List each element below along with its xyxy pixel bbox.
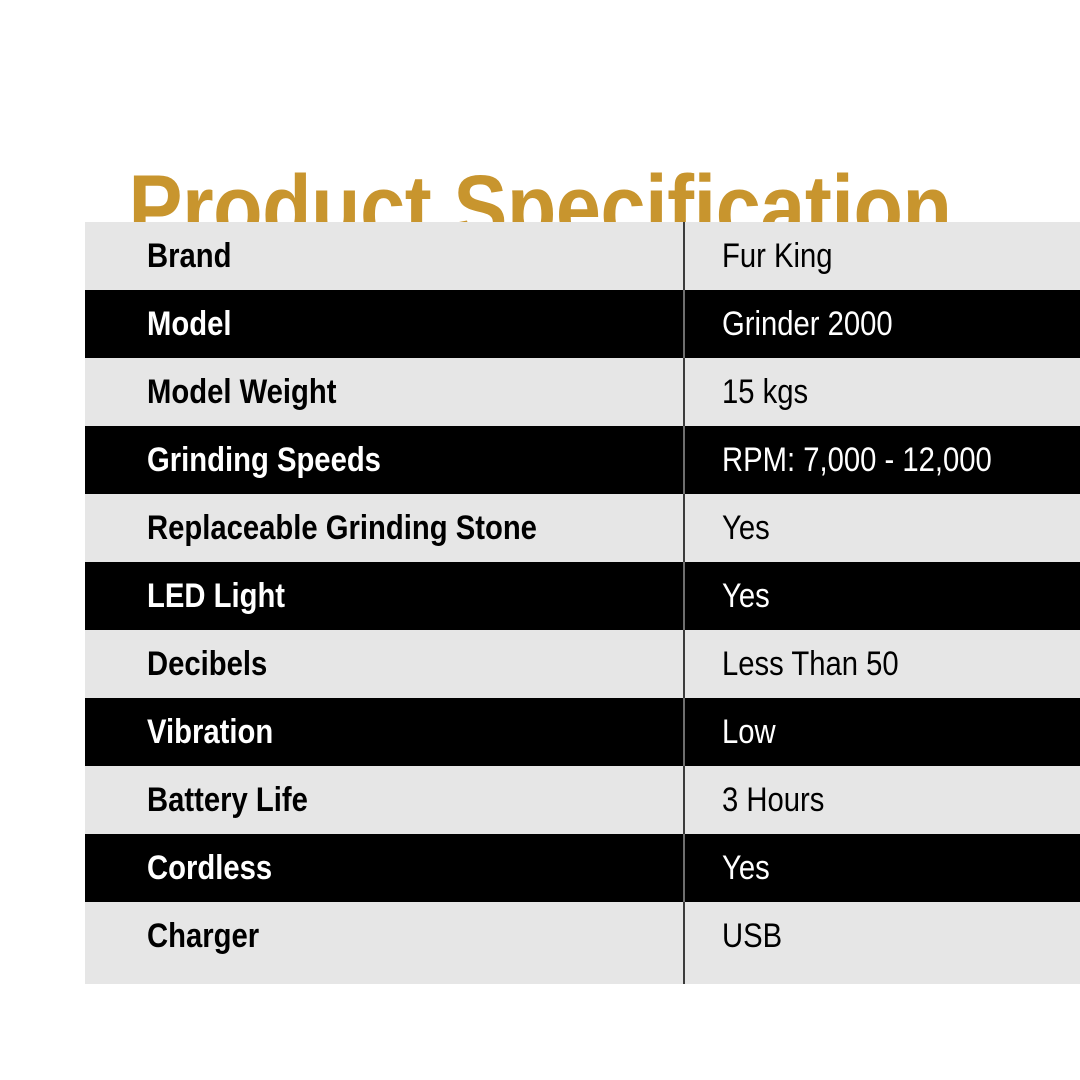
spec-value-cell: Fur King: [683, 222, 1080, 290]
spec-label-cell: Cordless: [85, 834, 684, 902]
specification-table-body: Brand Fur King Model Grinder 2000 Model Weig…: [85, 222, 1080, 984]
spec-value-cell: 15 kgs: [683, 358, 1080, 426]
spec-label-text: Brand: [147, 237, 232, 275]
spec-value-cell: Yes: [683, 494, 1080, 562]
spec-value-cell: Low: [683, 698, 1080, 766]
spec-label-text: Decibels: [147, 645, 268, 683]
spec-value-text: 15 kgs: [722, 373, 809, 411]
spec-value-text: 3 Hours: [722, 781, 825, 819]
spec-value-text: Fur King: [722, 237, 833, 275]
table-row: Model Weight 15 kgs: [85, 358, 1080, 426]
spec-value-text: RPM: 7,000 - 12,000: [722, 441, 992, 479]
spec-value-cell: 3 Hours: [683, 766, 1080, 834]
spec-label-text: Model Weight: [147, 373, 337, 411]
spec-label-cell: Battery Life: [85, 766, 684, 834]
spec-value-cell: Yes: [683, 834, 1080, 902]
table-row: LED Light Yes: [85, 562, 1080, 630]
table-row: Cordless Yes: [85, 834, 1080, 902]
spec-label-cell: Vibration: [85, 698, 684, 766]
spec-label-cell: Charger: [85, 902, 684, 984]
spec-value-cell: Grinder 2000: [683, 290, 1080, 358]
spec-label-text: LED Light: [147, 577, 286, 615]
spec-label-cell: Grinding Speeds: [85, 426, 684, 494]
spec-label-cell: Brand: [85, 222, 684, 290]
spec-value-cell: Less Than 50: [683, 630, 1080, 698]
spec-label-cell: Decibels: [85, 630, 684, 698]
spec-label-cell: Replaceable Grinding Stone: [85, 494, 684, 562]
specification-table: Brand Fur King Model Grinder 2000 Model Weig…: [85, 222, 1080, 984]
table-row: Charger USB: [85, 902, 1080, 984]
spec-value-text: USB: [722, 917, 783, 955]
table-row: Replaceable Grinding Stone Yes: [85, 494, 1080, 562]
spec-label-text: Battery Life: [147, 781, 308, 819]
spec-label-text: Cordless: [147, 849, 273, 887]
spec-value-cell: USB: [683, 902, 1080, 984]
spec-value-cell: RPM: 7,000 - 12,000: [683, 426, 1080, 494]
table-row: Decibels Less Than 50: [85, 630, 1080, 698]
spec-label-text: Vibration: [147, 713, 274, 751]
spec-label-text: Replaceable Grinding Stone: [147, 509, 537, 547]
spec-value-text: Less Than 50: [722, 645, 899, 683]
table-row: Vibration Low: [85, 698, 1080, 766]
spec-label-text: Charger: [147, 917, 260, 955]
spec-value-text: Grinder 2000: [722, 305, 893, 343]
table-row: Model Grinder 2000: [85, 290, 1080, 358]
spec-value-text: Yes: [722, 849, 770, 887]
spec-value-text: Yes: [722, 509, 770, 547]
table-row: Brand Fur King: [85, 222, 1080, 290]
spec-value-text: Low: [722, 713, 776, 751]
spec-label-cell: Model: [85, 290, 684, 358]
spec-label-cell: Model Weight: [85, 358, 684, 426]
spec-label-cell: LED Light: [85, 562, 684, 630]
spec-label-text: Grinding Speeds: [147, 441, 381, 479]
table-row: Grinding Speeds RPM: 7,000 - 12,000: [85, 426, 1080, 494]
table-row: Battery Life 3 Hours: [85, 766, 1080, 834]
spec-value-text: Yes: [722, 577, 770, 615]
spec-value-cell: Yes: [683, 562, 1080, 630]
spec-label-text: Model: [147, 305, 232, 343]
